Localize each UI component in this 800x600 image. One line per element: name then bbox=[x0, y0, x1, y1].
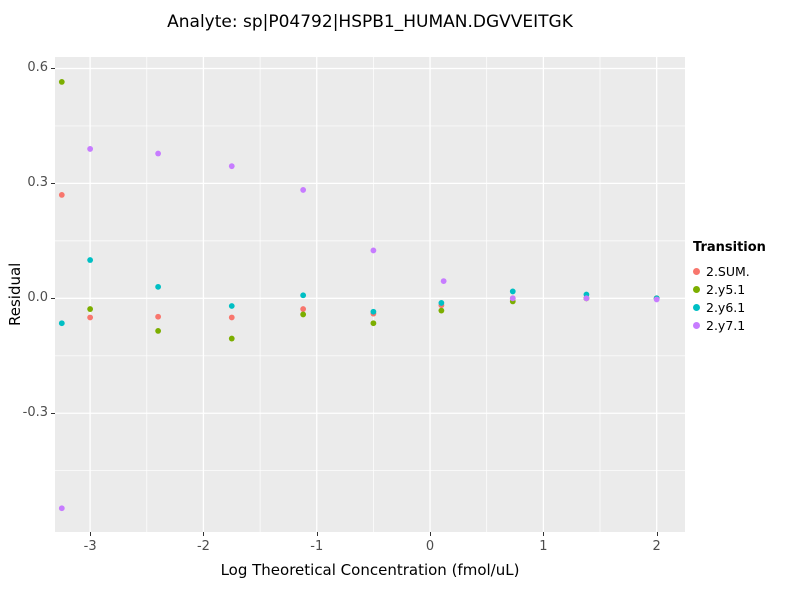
x-tick-mark bbox=[656, 532, 658, 536]
y-tick-label: 0.6 bbox=[27, 60, 48, 76]
data-point bbox=[87, 146, 94, 152]
legend-dot-icon bbox=[693, 303, 700, 311]
legend-item-label: 2.y6.1 bbox=[706, 299, 746, 315]
data-point bbox=[300, 292, 307, 299]
x-axis-label: Log Theoretical Concentration (fmol/uL) bbox=[220, 561, 520, 579]
data-point bbox=[228, 163, 235, 170]
legend-item-label: 2.SUM. bbox=[706, 263, 750, 279]
y-tick-label: 0.0 bbox=[27, 290, 48, 306]
y-tick-mark bbox=[51, 413, 55, 415]
legend-item-label: 2.y7.1 bbox=[706, 317, 746, 333]
data-point bbox=[155, 313, 162, 320]
legend-item-label: 2.y5.1 bbox=[706, 281, 746, 297]
data-point bbox=[155, 283, 162, 290]
legend-item: 2.y5.1 bbox=[693, 280, 766, 298]
x-tick-label: -1 bbox=[310, 539, 324, 554]
legend-dot-icon bbox=[693, 285, 700, 293]
x-tick-mark bbox=[543, 532, 545, 536]
y-tick-label: 0.3 bbox=[27, 175, 48, 191]
legend-item: 2.SUM. bbox=[693, 262, 766, 280]
data-point bbox=[228, 335, 235, 342]
data-point bbox=[58, 505, 65, 512]
data-point bbox=[300, 187, 307, 193]
legend: Transition 2.SUM. 2.y5.1 2.y6.1 2.y7.1 bbox=[693, 240, 766, 334]
data-point bbox=[370, 308, 377, 315]
data-point bbox=[155, 150, 162, 157]
legend-title: Transition bbox=[693, 240, 766, 255]
legend-dot-icon bbox=[693, 321, 700, 329]
legend-item: 2.y7.1 bbox=[693, 316, 766, 334]
y-tick-mark bbox=[51, 183, 55, 185]
data-point bbox=[300, 311, 307, 318]
data-point bbox=[87, 314, 94, 321]
data-point bbox=[58, 192, 65, 198]
data-point bbox=[58, 78, 65, 85]
y-tick-mark bbox=[51, 298, 55, 300]
data-point bbox=[87, 306, 94, 312]
data-point bbox=[370, 247, 377, 254]
data-point bbox=[509, 295, 516, 302]
data-point bbox=[438, 300, 445, 306]
y-tick-label: -0.3 bbox=[22, 405, 48, 421]
data-point bbox=[653, 296, 660, 303]
x-tick-label: -2 bbox=[196, 539, 210, 554]
x-tick-label: 2 bbox=[652, 539, 661, 554]
plot-panel bbox=[55, 57, 685, 532]
chart-title: Analyte: sp|P04792|HSPB1_HUMAN.DGVVEITGK bbox=[167, 12, 573, 32]
legend-item: 2.y6.1 bbox=[693, 298, 766, 316]
data-point bbox=[370, 320, 377, 327]
x-tick-mark bbox=[90, 532, 92, 536]
x-tick-mark bbox=[316, 532, 318, 536]
x-tick-mark bbox=[203, 532, 205, 536]
data-point bbox=[228, 314, 235, 321]
data-point bbox=[438, 307, 445, 314]
data-point bbox=[300, 306, 307, 312]
data-point bbox=[58, 320, 65, 327]
x-tick-label: 1 bbox=[539, 539, 548, 554]
data-point bbox=[87, 257, 94, 263]
data-point bbox=[583, 295, 590, 302]
data-point bbox=[440, 278, 447, 284]
data-point bbox=[155, 327, 162, 334]
data-point bbox=[228, 303, 235, 309]
plot-canvas bbox=[55, 57, 685, 532]
x-tick-label: -3 bbox=[83, 539, 97, 554]
y-tick-mark bbox=[51, 68, 55, 70]
data-point bbox=[509, 288, 516, 295]
legend-dot-icon bbox=[693, 267, 700, 275]
x-tick-label: 0 bbox=[425, 539, 435, 554]
legend-items: 2.SUM. 2.y5.1 2.y6.1 2.y7.1 bbox=[693, 262, 766, 334]
x-tick-mark bbox=[430, 532, 432, 536]
